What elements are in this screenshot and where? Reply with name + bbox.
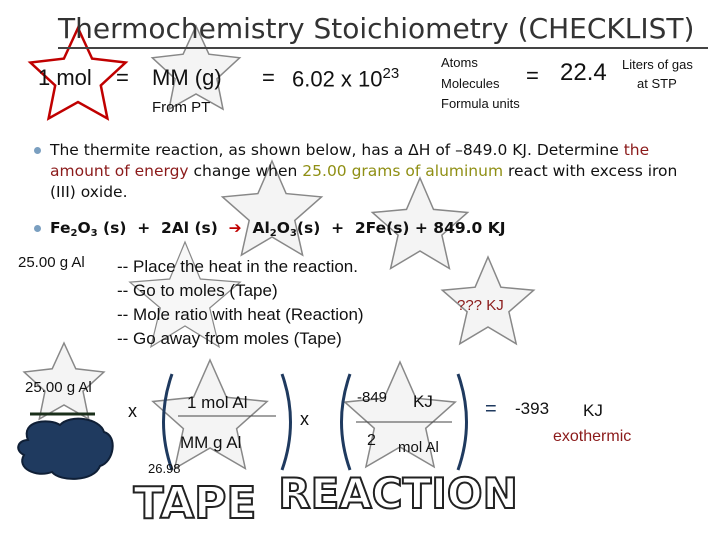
avogadro-base: 6.02 x 10 (292, 66, 383, 92)
equals: = (526, 63, 539, 88)
given: 25.00 g Al (18, 254, 85, 271)
avogadro: 6.02 x 1023 (292, 65, 400, 92)
volume-unit: at STP (637, 76, 677, 91)
bullet-problem: The thermite reaction, as shown below, h… (34, 140, 680, 203)
text: react with excess iron (III) oxide. (50, 162, 678, 201)
equals: = (116, 65, 129, 90)
note: exothermic (553, 428, 632, 445)
formula: O (276, 219, 290, 237)
equals: = (485, 398, 497, 420)
numerator: 1 mol Al (187, 393, 248, 412)
cloud (17, 417, 114, 480)
star (370, 176, 470, 271)
star (27, 25, 129, 121)
times: x (128, 401, 137, 421)
particle: Formula units (441, 96, 520, 111)
star (128, 240, 242, 349)
tape-label: TAPE (134, 478, 257, 529)
volume-unit: Liters of gas (622, 57, 693, 72)
bullet-reaction: Fe2O3 (s) + 2Al (s) ➔ Al2O3(s) + 2Fe(s) … (34, 218, 506, 244)
exponent: 23 (382, 65, 400, 82)
text: The thermite reaction, as shown below, h… (50, 141, 624, 159)
numerator: -849 (357, 389, 388, 406)
molar-mass: MM (g) (152, 65, 222, 90)
highlight: 25.00 grams of aluminum (302, 162, 504, 180)
star (440, 255, 536, 346)
right-bracket (456, 373, 468, 471)
formula: (s) + 2Al (s) (97, 219, 229, 237)
molar-volume: 22.4 (560, 59, 607, 86)
star-decorations (22, 24, 536, 471)
left-bracket (340, 373, 352, 471)
numerator-unit: KJ (413, 392, 433, 411)
highlight: the amount of energy (50, 141, 650, 180)
step: -- Go away from moles (Tape) (117, 329, 342, 348)
reaction-label: REACTION (278, 469, 518, 518)
molar-mass-value: 26.98 (148, 461, 181, 476)
step: -- Place the heat in the reaction. (117, 257, 358, 276)
given: 25.00 g Al (25, 379, 92, 396)
result: -393 (515, 399, 550, 418)
denominator: 2 (367, 432, 376, 449)
mol: 1 mol (38, 65, 92, 90)
subscript: 3 (90, 228, 98, 239)
step: -- Go to moles (Tape) (117, 281, 278, 300)
star (150, 24, 242, 111)
star (220, 159, 324, 257)
mm-note: From PT (152, 99, 211, 116)
particle: Molecules (441, 76, 500, 91)
right-bracket (280, 373, 292, 471)
left-bracket (162, 373, 174, 471)
denominator-unit: mol Al (398, 439, 439, 456)
formula: Fe (50, 219, 71, 237)
denominator: MM g Al (180, 433, 242, 452)
equals: = (262, 65, 275, 90)
formula: (s) + 2Fe(s) + 849.0 KJ (296, 219, 506, 237)
subscript: 2 (269, 228, 277, 239)
formula: O (77, 219, 91, 237)
arrow: ➔ (228, 219, 242, 237)
title: Thermochemistry Stoichiometry (CHECKLIST… (58, 12, 695, 45)
text: change when (188, 162, 303, 180)
star (22, 341, 106, 421)
subscript: 2 (70, 228, 78, 239)
particle: Atoms (441, 55, 478, 70)
step: -- Mole ratio with heat (Reaction) (117, 305, 364, 324)
subscript: 3 (289, 228, 297, 239)
star (343, 360, 457, 469)
result-unit: KJ (583, 401, 603, 420)
times: x (300, 409, 309, 429)
formula: Al (241, 219, 270, 237)
unknown: ??? KJ (457, 297, 504, 314)
